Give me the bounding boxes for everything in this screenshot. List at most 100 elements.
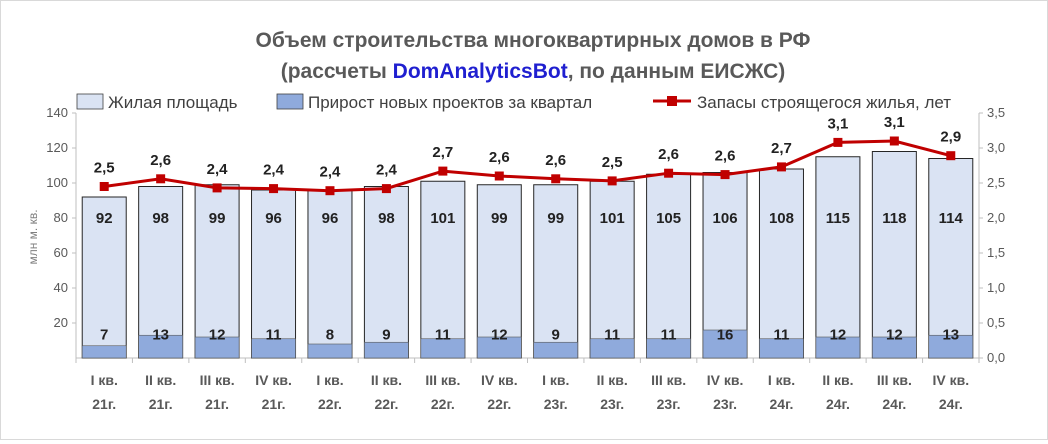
- category-label-quarter: III кв.: [877, 372, 912, 388]
- category-label-quarter: IV кв.: [707, 372, 744, 388]
- bar-new-projects: [872, 336, 917, 359]
- category-labels: I кв. 21г. II кв. 21г. III кв. 21г. IV кв. 21г.…: [91, 372, 970, 412]
- bar-new-projects: [138, 334, 183, 359]
- label-stock-years: 2,6: [715, 148, 736, 165]
- y2-tick-label: 3,5: [987, 105, 1005, 120]
- label-new-projects: 11: [435, 326, 451, 343]
- y-tick-label: 40: [54, 280, 68, 295]
- category-label-quarter: I кв.: [91, 372, 118, 388]
- label-stock-years: 2,6: [150, 152, 171, 169]
- stock-years-polyline: [104, 139, 952, 193]
- label-new-projects: 11: [774, 326, 790, 343]
- stock-years-marker: [776, 162, 786, 172]
- category-label-quarter: III кв.: [425, 372, 460, 388]
- label-new-projects: 12: [886, 326, 903, 343]
- label-living-area: 108: [769, 210, 794, 227]
- category-label-year: 24г.: [939, 396, 963, 412]
- label-living-area: 114: [939, 210, 964, 227]
- label-new-projects: 11: [661, 326, 677, 343]
- label-living-area: 105: [656, 210, 681, 227]
- stock-years-marker: [99, 182, 109, 191]
- y-tick-label: 140: [46, 105, 68, 120]
- category-label-quarter: I кв.: [768, 372, 795, 388]
- y-tick-label: 100: [46, 175, 68, 190]
- category-label-year: 23г.: [713, 396, 737, 412]
- label-new-projects: 7: [100, 326, 108, 343]
- y2-tick-label: 1,0: [987, 280, 1005, 295]
- category-label-year: 22г.: [374, 396, 398, 412]
- chart-title-line-2: (рассчеты DomAnalyticsBot, по данным ЕИС…: [281, 60, 786, 83]
- bar-living-area: [815, 156, 861, 359]
- category-label-year: 23г.: [657, 396, 681, 412]
- label-stock-years: 2,4: [376, 162, 398, 179]
- title-brand: DomAnalyticsBot: [393, 60, 568, 83]
- y-tick-label: 120: [46, 140, 68, 155]
- label-new-projects: 9: [382, 326, 390, 343]
- label-living-area: 99: [547, 210, 564, 227]
- label-stock-years: 2,6: [658, 146, 679, 163]
- stock-years-marker: [325, 186, 335, 196]
- legend-label-stock-years: Запасы строящегося жилья, лет: [697, 93, 951, 112]
- category-label-year: 22г.: [431, 396, 455, 412]
- label-living-area: 98: [152, 210, 169, 227]
- bar-new-projects: [646, 338, 691, 359]
- label-living-area: 99: [491, 210, 508, 227]
- label-stock-years: 2,5: [602, 154, 623, 171]
- bar-living-area: [589, 180, 635, 359]
- category-label-quarter: II кв.: [371, 372, 402, 388]
- category-label-quarter: II кв.: [822, 372, 853, 388]
- y2-tick-label: 1,5: [987, 245, 1005, 260]
- stock-years-marker: [607, 176, 617, 186]
- bar-living-area: [646, 173, 692, 359]
- stock-years-marker: [381, 184, 391, 194]
- bar-new-projects: [81, 345, 127, 359]
- label-new-projects: 16: [717, 326, 734, 343]
- category-label-year: 21г.: [262, 396, 286, 412]
- label-stock-years: 2,7: [771, 140, 792, 157]
- label-stock-years: 2,4: [320, 164, 342, 181]
- bar-new-projects: [307, 343, 353, 359]
- bar-new-projects: [533, 341, 579, 359]
- category-label-year: 22г.: [318, 396, 342, 412]
- category-label-year: 24г.: [770, 396, 794, 412]
- bar-living-area: [81, 196, 127, 359]
- bar-living-area: [871, 151, 917, 359]
- stock-years-marker: [720, 170, 730, 180]
- label-stock-years: 3,1: [827, 115, 848, 132]
- bar-new-projects: [251, 338, 296, 359]
- bar-living-area: [251, 189, 297, 359]
- category-label-year: 22г.: [487, 396, 511, 412]
- data-labels: 9279813991296119689891011199129991011110…: [94, 114, 964, 343]
- y2-tick-label: 0,5: [987, 315, 1005, 330]
- y2-tick-label: 2,0: [987, 210, 1005, 225]
- category-label-year: 24г.: [882, 396, 906, 412]
- label-new-projects: 13: [152, 326, 169, 343]
- stock-years-marker: [494, 171, 504, 181]
- label-new-projects: 12: [491, 326, 508, 343]
- legend-swatch-new-projects: [276, 93, 304, 110]
- label-living-area: 98: [378, 210, 395, 227]
- category-label-quarter: I кв.: [542, 372, 569, 388]
- stock-years-marker: [269, 184, 279, 194]
- bar-new-projects: [815, 336, 861, 359]
- category-label-quarter: IV кв.: [481, 372, 518, 388]
- label-stock-years: 2,4: [263, 162, 285, 179]
- y-tick-label: 80: [54, 210, 68, 225]
- bar-new-projects: [759, 338, 804, 359]
- y-tick-label: 20: [54, 315, 68, 330]
- label-living-area: 101: [430, 210, 455, 227]
- legend: Жилая площадь Прирост новых проектов за …: [76, 93, 951, 112]
- category-label-year: 21г.: [92, 396, 116, 412]
- category-label-year: 23г.: [600, 396, 624, 412]
- stock-years-marker: [946, 151, 956, 161]
- bar-living-area: [194, 184, 240, 359]
- label-new-projects: 8: [326, 326, 334, 343]
- bar-new-projects: [194, 336, 240, 359]
- stock-years-marker: [212, 183, 222, 193]
- y2-tick-label: 2,5: [987, 175, 1005, 190]
- label-new-projects: 13: [942, 326, 959, 343]
- label-stock-years: 2,6: [489, 149, 510, 166]
- label-new-projects: 12: [209, 326, 226, 343]
- stock-years-marker: [438, 166, 448, 176]
